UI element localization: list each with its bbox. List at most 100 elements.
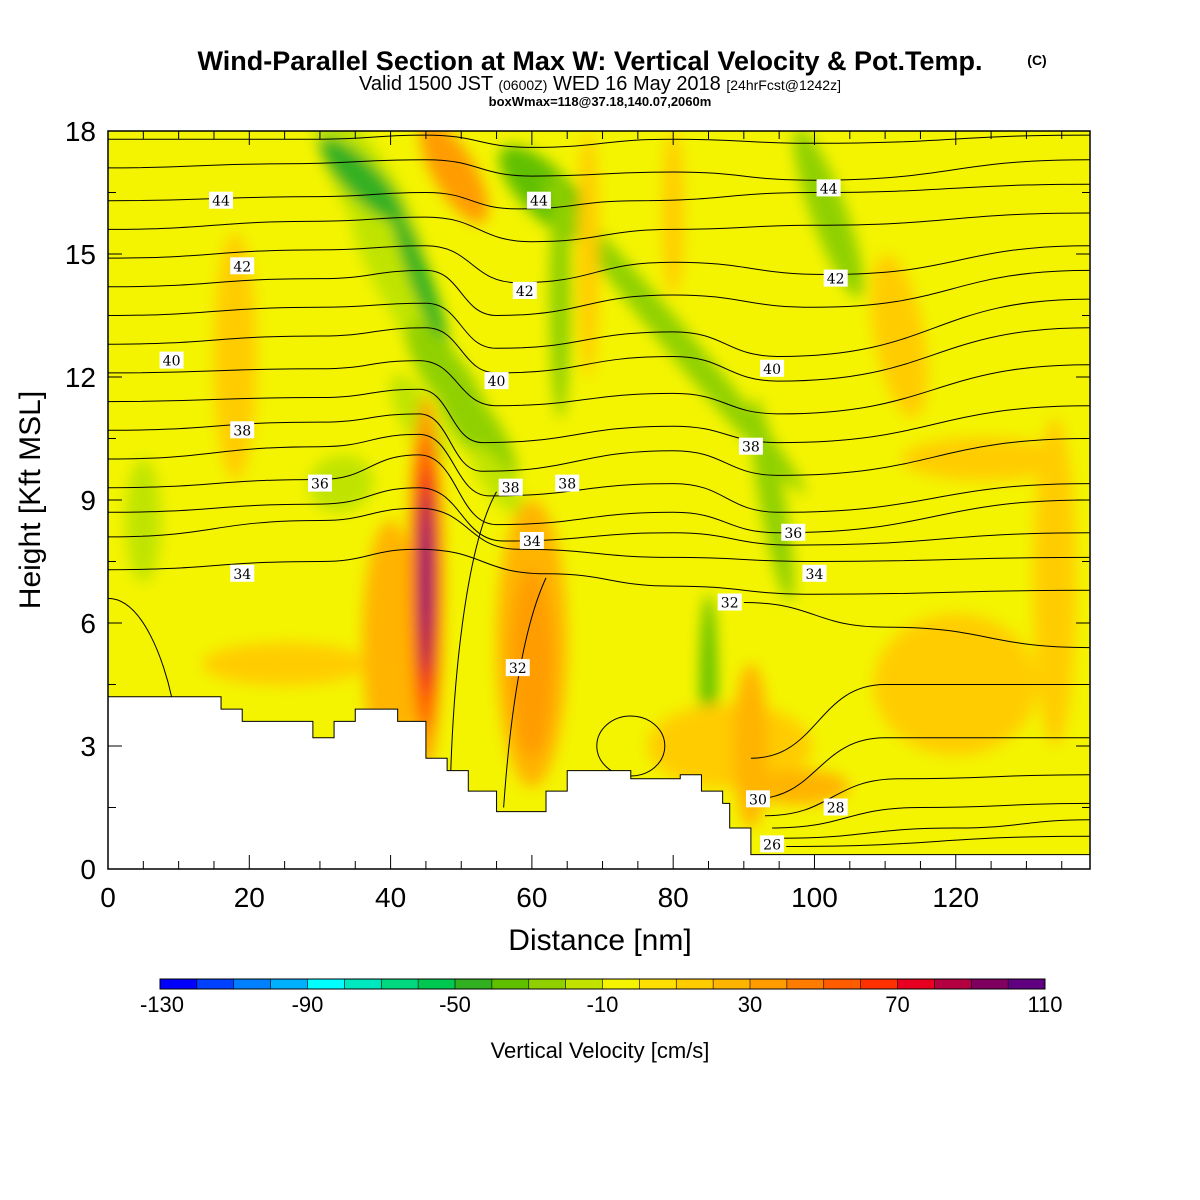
y-tick-label: 12 xyxy=(65,362,96,393)
contour-label-text: 34 xyxy=(523,534,541,550)
velocity-cell xyxy=(362,520,419,767)
contour-label-bg xyxy=(505,659,530,677)
colorbar-tick-label: -90 xyxy=(292,992,324,1017)
contour-label-text: 34 xyxy=(806,567,824,583)
contour-label-text: 42 xyxy=(233,259,251,275)
y-tick-label: 9 xyxy=(80,485,96,516)
contour-label-text: 40 xyxy=(163,354,181,370)
colorbar-swatch xyxy=(418,979,456,989)
contour-label-text: 40 xyxy=(488,374,506,390)
isentrope-line xyxy=(108,269,1090,317)
colorbar-swatch xyxy=(196,979,235,989)
svg-text:Wind-Parallel Section at Max W: Wind-Parallel Section at Max W: Vertical… xyxy=(198,46,983,76)
colorbar-tick-label: 30 xyxy=(738,992,762,1017)
contour-label-text: 36 xyxy=(784,526,802,542)
contour-label: 42 xyxy=(512,281,537,300)
isentrope-line xyxy=(108,327,1090,382)
contour-label: 34 xyxy=(519,532,544,550)
y-tick-label: 6 xyxy=(80,608,96,639)
velocity-cell xyxy=(871,255,928,417)
plot-area: 44 44444242424040403838383836363434343232… xyxy=(65,116,1091,913)
velocity-cell xyxy=(577,131,599,377)
contour-label-text: 38 xyxy=(742,440,760,456)
x-tick-label: 100 xyxy=(791,882,838,913)
isentrope-line xyxy=(108,134,1090,148)
colorbar-tick-label: 110 xyxy=(1027,992,1062,1017)
colorbar-swatch xyxy=(786,979,825,989)
contour-label: 34 xyxy=(802,564,827,583)
contour-label: 44 xyxy=(209,191,234,210)
contour-label: 38 xyxy=(230,421,255,439)
contour-label-text: 36 xyxy=(311,477,329,493)
velocity-cell xyxy=(125,459,161,582)
contour-labels: 44 44 44 42 42 42 40 40 40 38 38 38 38 36 36 34 34 34 32 32… xyxy=(159,179,848,853)
velocity-cell xyxy=(319,137,405,223)
colorbar-swatch xyxy=(639,979,677,989)
velocity-field xyxy=(125,131,1076,828)
contour-label: 38 xyxy=(498,478,523,497)
contour-label-bg xyxy=(307,474,332,492)
contour-label-text: 32 xyxy=(721,596,739,612)
velocity-cell xyxy=(202,642,367,686)
velocity-cell xyxy=(1033,418,1076,746)
y-tick-label: 3 xyxy=(80,731,96,762)
colorbar-swatch xyxy=(455,979,493,989)
colorbar-swatch xyxy=(233,979,271,989)
contour-label: 44 xyxy=(816,179,841,197)
valid-zulu: (0600Z) xyxy=(498,77,547,93)
contour-label-bg xyxy=(519,532,544,549)
isentrope-line xyxy=(750,683,1090,759)
isentrope-line xyxy=(750,737,1090,800)
velocity-cell xyxy=(433,371,517,482)
contour-label-text: 38 xyxy=(233,423,251,439)
contour-label-bg xyxy=(823,798,848,816)
contour-label-text: 44 xyxy=(530,194,548,210)
contour-label: 40 xyxy=(159,351,184,370)
contour-label-text: 32 xyxy=(509,661,527,677)
velocity-cell xyxy=(213,233,257,480)
contour-label-bg xyxy=(230,257,255,275)
contour-label: 38 xyxy=(738,437,763,456)
velocity-cell xyxy=(422,512,430,636)
isentrope-line xyxy=(108,245,1090,284)
velocity-cell xyxy=(540,178,806,494)
colorbar-swatch xyxy=(160,979,198,989)
x-tick-label: 120 xyxy=(932,882,979,913)
contour-label: 40 xyxy=(484,372,509,390)
isentrope-line xyxy=(108,413,1090,476)
contour-label-text: 28 xyxy=(827,801,845,817)
colorbar-swatch xyxy=(1008,979,1046,989)
isentrope-line xyxy=(108,433,1090,513)
isentrope-line xyxy=(108,507,1090,563)
contour-label-bg xyxy=(526,191,551,209)
contour-label-text: 38 xyxy=(502,481,520,497)
velocity-cell xyxy=(647,703,812,789)
velocity-cell xyxy=(470,444,523,515)
y-tick-label: 15 xyxy=(65,239,96,270)
x-tick-label: 20 xyxy=(234,882,265,913)
velocity-cell xyxy=(902,437,1067,481)
contour-label: 38 xyxy=(555,474,580,493)
valid-date: WED 16 May 2018 xyxy=(553,73,721,95)
colorbar-swatch xyxy=(713,979,751,989)
contour-label: 28 xyxy=(823,798,848,817)
isentrope-line xyxy=(108,212,1090,243)
contour-label-bg xyxy=(159,351,184,369)
contour-label-bg xyxy=(816,179,841,197)
colorbar-tick-label: 70 xyxy=(885,992,909,1017)
contour-label: 32 xyxy=(717,593,742,612)
contour-label-text: 42 xyxy=(827,272,845,288)
colorbar-swatch xyxy=(676,979,714,989)
svg-text:Valid 1500 JST (0600Z): Valid 1500 JST (0600Z) WED 16 May 2018 [… xyxy=(359,73,841,95)
y-tick-label: 18 xyxy=(65,116,96,147)
contour-label-text: 38 xyxy=(558,477,576,493)
velocity-cell xyxy=(793,131,864,298)
colorbar-tick-label: -130 xyxy=(140,992,184,1017)
contour-label: 30 xyxy=(745,790,770,808)
colorbar-swatch xyxy=(934,979,972,989)
contour-label-bg xyxy=(484,372,509,390)
isentrope-line xyxy=(108,360,1090,415)
colorbar-swatch xyxy=(381,979,419,989)
